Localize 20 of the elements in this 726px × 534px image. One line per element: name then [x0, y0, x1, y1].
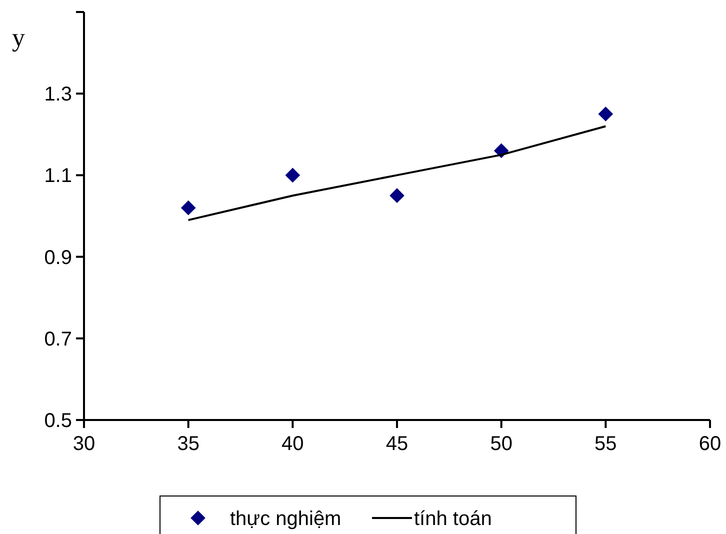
legend-label: tính toán [414, 508, 492, 530]
x-tick-label: 55 [594, 433, 617, 455]
x-tick-label: 35 [177, 433, 200, 455]
y-tick-label: 0.7 [44, 328, 72, 350]
point [390, 188, 404, 204]
point [285, 168, 300, 183]
y-tick-label: 1.3 [44, 84, 72, 106]
line-series [187, 125, 607, 222]
x-tick-label: 50 [490, 433, 512, 455]
x-tick-label: 60 [698, 433, 722, 455]
legend-label: thực nghiệm [230, 508, 342, 530]
y-tick-label: 1.1 [44, 165, 72, 188]
y-tick-label: 0.5 [44, 410, 72, 432]
x-tick-label: 45 [386, 433, 408, 455]
y-tick-label: 0.9 [44, 246, 72, 269]
x-tick-label: 30 [72, 433, 96, 455]
point [180, 200, 196, 216]
point [598, 106, 614, 122]
x-tick-label: 40 [282, 433, 304, 455]
y-axis-title: y [12, 23, 25, 52]
